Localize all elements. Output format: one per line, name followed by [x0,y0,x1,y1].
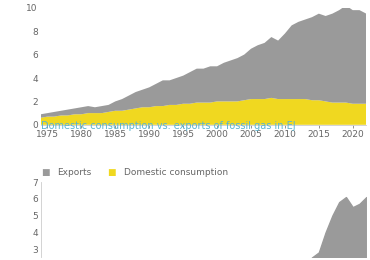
Text: ■: ■ [41,168,49,177]
Text: Domestic consumption: Domestic consumption [124,168,228,177]
Text: Domestic consumption vs. exports of fossil gas in EJ: Domestic consumption vs. exports of foss… [41,121,295,131]
Text: ■: ■ [107,168,116,177]
Text: Exports: Exports [57,168,92,177]
